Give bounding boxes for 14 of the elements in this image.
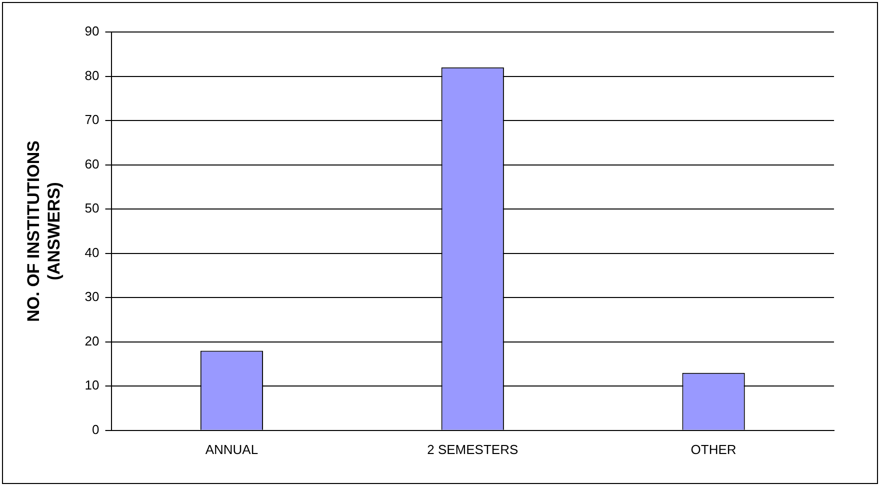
x-tick-label: ANNUAL [205,442,258,457]
y-tick-label: 60 [84,156,100,172]
y-tick-label: 20 [84,333,100,348]
y-tick-label: 70 [84,112,100,128]
y-axis-title: NO. OF INSTITUTIONS (ANSWERS) [24,140,64,322]
x-tick-label: 2 SEMESTERS [427,442,518,457]
y-tick-label: 10 [84,378,100,393]
y-tick-label: 90 [84,24,100,39]
y-tick-label: 40 [84,244,100,260]
y-tick-label: 80 [84,68,100,83]
y-tick-label: 50 [84,200,100,216]
y-tick-label: 0 [92,422,100,437]
y-tick-label: 30 [84,289,100,304]
x-tick-label: OTHER [690,442,736,457]
